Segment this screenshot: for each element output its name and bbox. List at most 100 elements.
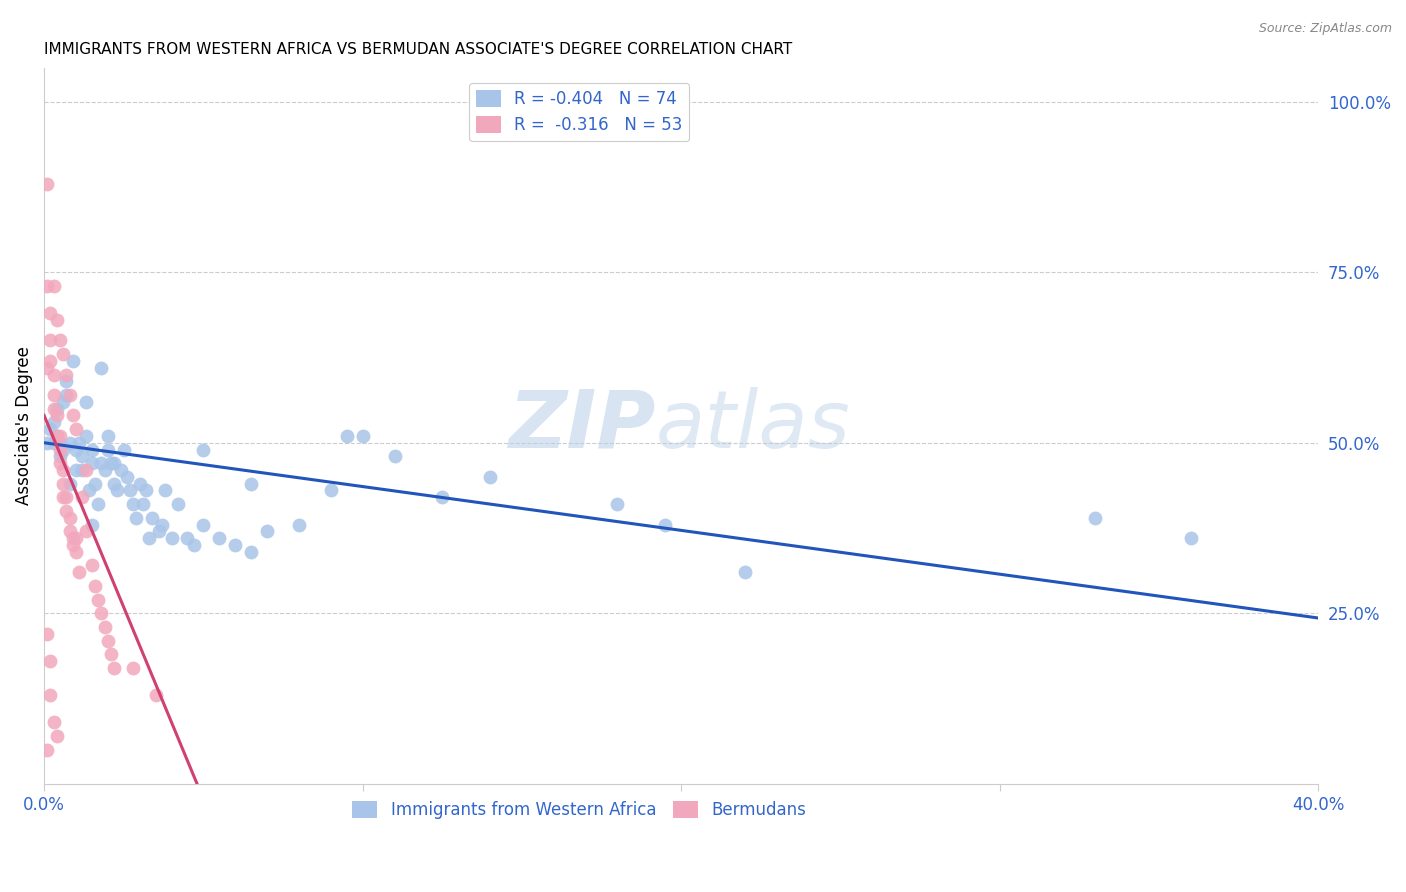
Point <box>90 360 112 375</box>
Point <box>42 278 65 293</box>
Point <box>120 483 142 498</box>
Point <box>75 524 97 539</box>
Point <box>90 456 112 470</box>
Point <box>336 429 359 443</box>
Point <box>148 524 170 539</box>
Point <box>352 429 374 443</box>
Point <box>150 517 173 532</box>
Point <box>135 483 157 498</box>
Point <box>37 360 59 375</box>
Point <box>49 334 72 348</box>
Point <box>103 661 125 675</box>
Point <box>58 510 80 524</box>
Point <box>93 463 115 477</box>
Y-axis label: Associate's Degree: Associate's Degree <box>15 346 32 505</box>
Point <box>55 504 77 518</box>
Point <box>183 538 205 552</box>
Point <box>100 647 122 661</box>
Point <box>167 497 190 511</box>
Point <box>45 729 67 743</box>
Point <box>58 524 80 539</box>
Point <box>224 538 246 552</box>
Point <box>42 388 65 402</box>
Point <box>58 476 80 491</box>
Point <box>176 531 198 545</box>
Point <box>55 375 77 389</box>
Point <box>37 177 59 191</box>
Point <box>100 456 122 470</box>
Point <box>115 470 138 484</box>
Point <box>606 497 628 511</box>
Point <box>80 442 103 457</box>
Point <box>112 442 135 457</box>
Point <box>132 497 155 511</box>
Point <box>49 456 72 470</box>
Point <box>734 566 756 580</box>
Point <box>37 435 59 450</box>
Point <box>90 606 112 620</box>
Point <box>39 688 62 702</box>
Point <box>42 415 65 429</box>
Point <box>138 531 160 545</box>
Point <box>84 579 107 593</box>
Point <box>62 538 84 552</box>
Point <box>93 620 115 634</box>
Point <box>103 456 125 470</box>
Text: ZIP: ZIP <box>509 387 655 465</box>
Point <box>42 435 65 450</box>
Point <box>105 483 128 498</box>
Point <box>58 435 80 450</box>
Text: Source: ZipAtlas.com: Source: ZipAtlas.com <box>1258 22 1392 36</box>
Point <box>72 450 94 464</box>
Point <box>65 422 87 436</box>
Point <box>62 531 84 545</box>
Point <box>75 429 97 443</box>
Point <box>479 470 502 484</box>
Point <box>39 654 62 668</box>
Point <box>80 456 103 470</box>
Point <box>240 476 263 491</box>
Point <box>288 517 311 532</box>
Point <box>65 442 87 457</box>
Point <box>122 661 145 675</box>
Point <box>75 463 97 477</box>
Point <box>110 463 132 477</box>
Point <box>42 401 65 416</box>
Point <box>49 442 72 457</box>
Point <box>42 715 65 730</box>
Point <box>52 463 75 477</box>
Point <box>208 531 231 545</box>
Point <box>45 429 67 443</box>
Point <box>67 566 90 580</box>
Point <box>65 463 87 477</box>
Point <box>75 394 97 409</box>
Point <box>39 422 62 436</box>
Point <box>84 476 107 491</box>
Point <box>80 517 103 532</box>
Point <box>97 429 120 443</box>
Point <box>72 491 94 505</box>
Point <box>49 435 72 450</box>
Point <box>37 742 59 756</box>
Point <box>125 510 148 524</box>
Point <box>49 450 72 464</box>
Point <box>97 442 120 457</box>
Point <box>240 545 263 559</box>
Point <box>122 497 145 511</box>
Point <box>45 401 67 416</box>
Point <box>103 476 125 491</box>
Point <box>55 491 77 505</box>
Point <box>80 558 103 573</box>
Point <box>45 429 67 443</box>
Point <box>39 334 62 348</box>
Point <box>141 510 163 524</box>
Point <box>62 354 84 368</box>
Legend: Immigrants from Western Africa, Bermudans: Immigrants from Western Africa, Bermudan… <box>346 794 813 825</box>
Point <box>52 442 75 457</box>
Point <box>87 497 110 511</box>
Point <box>42 368 65 382</box>
Point <box>52 476 75 491</box>
Point <box>55 388 77 402</box>
Point <box>128 476 150 491</box>
Point <box>654 517 676 532</box>
